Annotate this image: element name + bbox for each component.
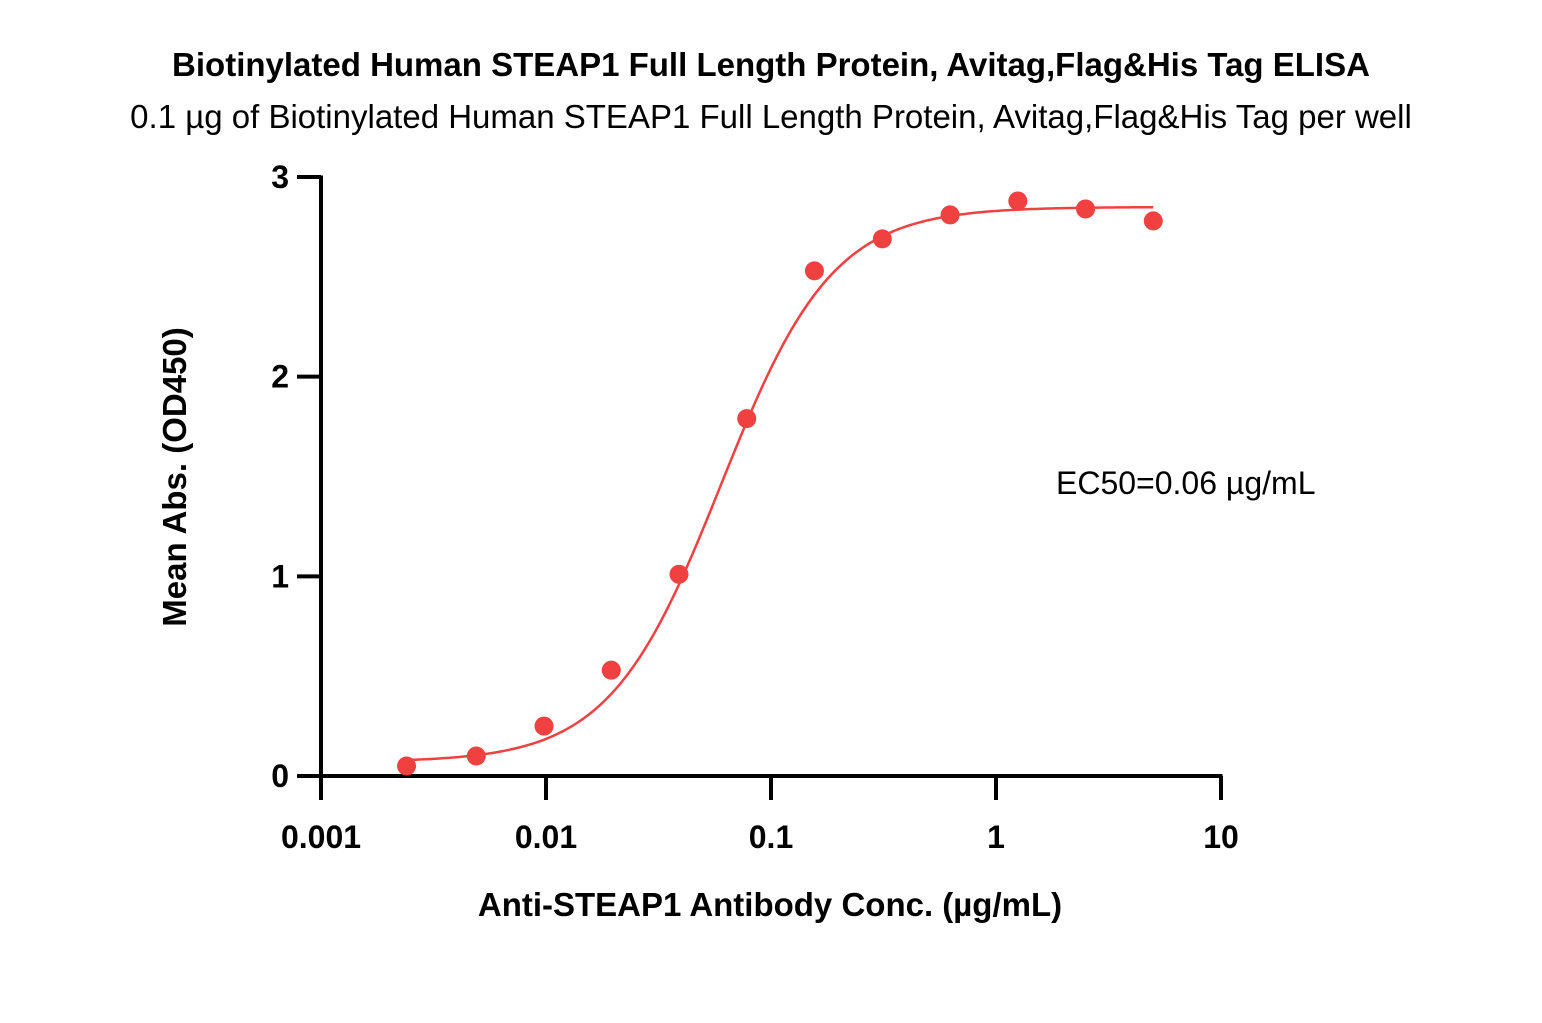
data-point <box>737 409 757 429</box>
y-tick-label: 0 <box>271 758 289 794</box>
x-tick-label: 10 <box>1203 819 1239 855</box>
fit-curve <box>406 205 1154 762</box>
data-point <box>397 756 417 776</box>
chart-title: Biotinylated Human STEAP1 Full Length Pr… <box>172 46 1370 83</box>
x-tick-label: 0.1 <box>749 819 793 855</box>
x-axis-label: Anti-STEAP1 Antibody Conc. (µg/mL) <box>478 886 1062 923</box>
y-tick-label: 3 <box>271 159 289 195</box>
axes: 0 1 2 3 0.001 0.01 0.1 1 10 <box>271 159 1239 855</box>
data-point <box>669 564 689 584</box>
data-point <box>872 229 892 249</box>
data-point <box>534 716 554 736</box>
x-tick-label: 1 <box>987 819 1005 855</box>
data-point <box>1076 199 1096 219</box>
x-tick-label: 0.01 <box>515 819 577 855</box>
x-tick-label: 0.001 <box>281 819 361 855</box>
y-tick-label: 1 <box>271 558 289 594</box>
data-point <box>804 261 824 281</box>
y-tick-label: 2 <box>271 359 289 395</box>
data-point <box>1143 211 1163 231</box>
data-point <box>1008 191 1028 211</box>
data-points-layer <box>397 191 1163 776</box>
ec50-annotation: EC50=0.06 µg/mL <box>1056 465 1315 501</box>
data-point <box>940 205 960 225</box>
chart-subtitle: 0.1 µg of Biotinylated Human STEAP1 Full… <box>130 98 1412 135</box>
y-axis-label: Mean Abs. (OD450) <box>156 327 193 627</box>
data-point <box>466 746 486 766</box>
data-point <box>601 660 621 680</box>
fit-curve-layer <box>406 205 1154 762</box>
